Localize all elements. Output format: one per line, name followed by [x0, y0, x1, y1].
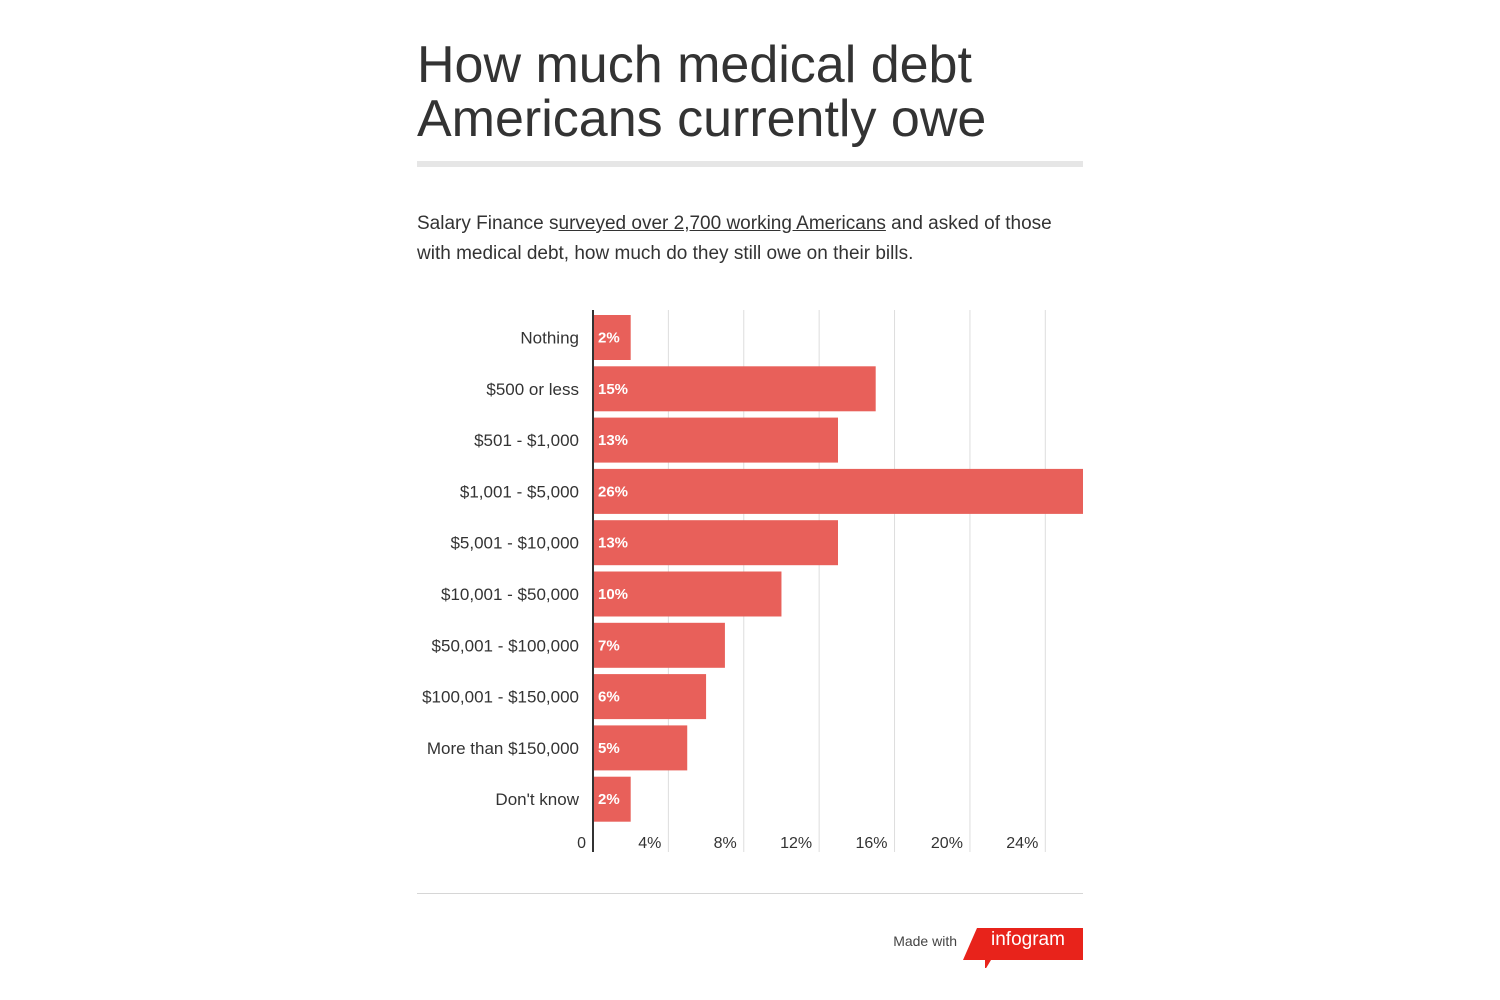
- x-tick-label-0: 0: [577, 835, 586, 852]
- bar-0: [593, 315, 631, 360]
- x-tick-label-1: 4%: [638, 835, 661, 852]
- bar-chart: 2% Nothing 15% $500 or less 13% $501 - $1,000…: [417, 300, 1083, 860]
- bar-7: [593, 674, 707, 720]
- category-label-5: $10,001 - $50,000: [441, 585, 579, 604]
- bar-9: [593, 776, 631, 822]
- category-label-3: $1,001 - $5,000: [460, 482, 579, 501]
- footer-divider: [417, 893, 1083, 894]
- title-line-1: How much medical debt: [417, 36, 972, 94]
- bar-value-label-1: 15%: [598, 381, 628, 398]
- bar-5: [593, 571, 782, 617]
- bar-value-label-4: 13%: [598, 535, 628, 552]
- category-label-0: Nothing: [520, 329, 579, 348]
- bar-1: [593, 366, 876, 412]
- description-before: Salary Finance s: [417, 213, 559, 234]
- category-label-4: $5,001 - $10,000: [450, 534, 579, 553]
- chart-description: Salary Finance surveyed over 2,700 worki…: [417, 209, 1083, 269]
- bar-value-label-5: 10%: [598, 586, 628, 603]
- bar-value-label-3: 26%: [598, 483, 628, 500]
- bar-value-label-6: 7%: [598, 637, 620, 654]
- bar-4: [593, 520, 838, 566]
- bar-chart-svg: 2% Nothing 15% $500 or less 13% $501 - $1,000…: [422, 310, 1083, 852]
- bar-value-label-7: 6%: [598, 689, 620, 706]
- chart-title: How much medical debt Americans currentl…: [417, 38, 1083, 146]
- category-label-2: $501 - $1,000: [474, 431, 579, 450]
- bar-value-label-9: 2%: [598, 791, 620, 808]
- footer: Made with infogram: [417, 920, 1083, 970]
- title-line-2: Americans currently owe: [417, 90, 987, 148]
- x-tick-label-6: 24%: [1006, 835, 1038, 852]
- category-label-8: More than $150,000: [427, 739, 579, 758]
- bar-value-label-0: 2%: [598, 330, 620, 347]
- made-with-label: Made with: [893, 933, 957, 949]
- infographic-card: How much medical debt Americans currentl…: [417, 0, 1083, 1000]
- survey-link[interactable]: urveyed over 2,700 working Americans: [558, 213, 886, 234]
- category-label-9: Don't know: [495, 790, 579, 809]
- infogram-logo-text: infogram: [991, 929, 1065, 950]
- title-divider: [417, 161, 1083, 167]
- category-label-7: $100,001 - $150,000: [422, 688, 579, 707]
- description-after: and asked of those with medical debt, ho…: [417, 213, 1052, 264]
- bar-value-label-2: 13%: [598, 432, 628, 449]
- x-tick-label-2: 8%: [714, 835, 737, 852]
- bar-3: [593, 468, 1083, 514]
- x-tick-label-5: 20%: [931, 835, 963, 852]
- x-tick-label-4: 16%: [856, 835, 888, 852]
- bar-2: [593, 417, 838, 463]
- category-label-1: $500 or less: [486, 380, 579, 399]
- bar-8: [593, 725, 688, 771]
- category-label-6: $50,001 - $100,000: [432, 636, 579, 655]
- infogram-badge-shape: [963, 928, 1083, 968]
- infogram-badge[interactable]: infogram: [963, 924, 1083, 968]
- bar-6: [593, 622, 725, 668]
- x-tick-label-3: 12%: [780, 835, 812, 852]
- bar-value-label-8: 5%: [598, 740, 620, 757]
